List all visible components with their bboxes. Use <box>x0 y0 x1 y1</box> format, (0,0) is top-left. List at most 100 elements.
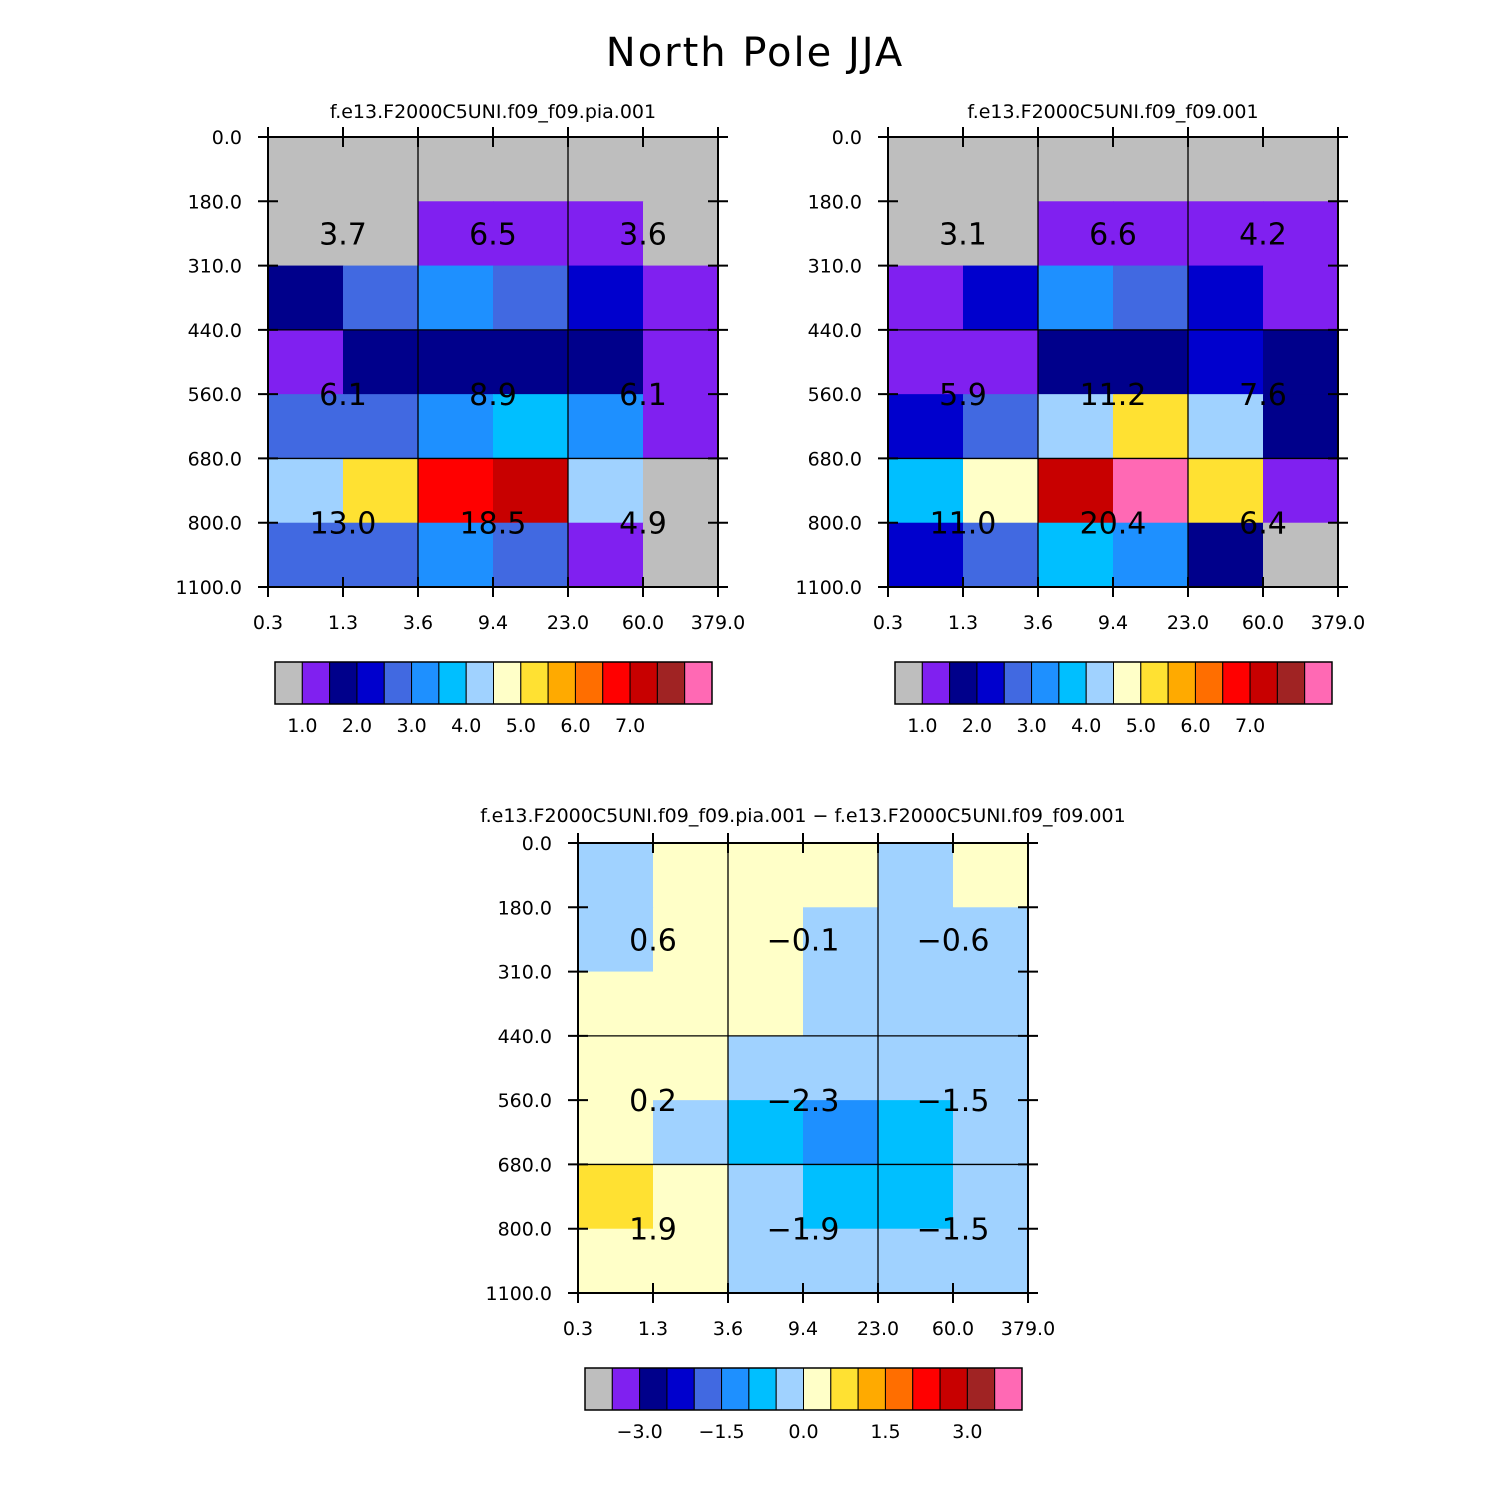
heatmap-cell <box>418 458 494 524</box>
x-tick-label: 0.3 <box>253 612 283 634</box>
box-value-label: 7.6 <box>1239 378 1287 413</box>
heatmap-cell <box>728 843 804 908</box>
colorbar-label: 7.0 <box>615 715 645 737</box>
heatmap-cell <box>493 201 569 267</box>
heatmap-cell <box>1113 394 1189 460</box>
colorbar-swatch <box>857 1367 886 1411</box>
heatmap-cell <box>1113 201 1189 267</box>
heatmap-cell <box>953 1164 1029 1230</box>
x-tick-label: 9.4 <box>478 612 508 634</box>
x-tick-label: 0.3 <box>873 612 903 634</box>
colorbar-swatch <box>894 661 923 705</box>
heatmap-cell <box>1038 265 1114 331</box>
heatmap-cell <box>728 1100 804 1166</box>
heatmap-cell <box>1263 394 1339 460</box>
heatmap-cell <box>878 843 954 908</box>
heatmap-cell <box>953 907 1029 973</box>
heatmap-cell <box>578 1228 654 1294</box>
box-value-label: 3.6 <box>619 217 667 252</box>
colorbar-swatch <box>949 661 978 705</box>
heatmap-cell <box>568 201 644 267</box>
heatmap-cell <box>268 394 344 460</box>
y-tick-label: 440.0 <box>188 320 242 342</box>
heatmap-cell <box>803 1164 879 1230</box>
box-value-label: 8.9 <box>469 378 517 413</box>
heatmap-cell <box>578 1164 654 1230</box>
y-tick-label: 800.0 <box>498 1219 552 1241</box>
heatmap-cell <box>653 1228 729 1294</box>
heatmap-cell <box>268 201 344 267</box>
box-value-label: 11.2 <box>1080 378 1147 413</box>
colorbar-frame <box>894 661 1333 705</box>
y-tick-label: 1100.0 <box>796 577 862 599</box>
heatmap-cell <box>1113 458 1189 524</box>
heatmap-cell <box>268 137 344 202</box>
colorbar-swatch <box>602 661 631 705</box>
heatmap-cell <box>963 458 1039 524</box>
x-tick-label: 60.0 <box>622 612 664 634</box>
heatmap-cell <box>963 522 1039 588</box>
heatmap-cell <box>643 137 719 202</box>
y-tick-label: 440.0 <box>498 1026 552 1048</box>
heatmap-cell <box>578 843 654 908</box>
colorbar-swatch <box>976 661 1005 705</box>
colorbar-label: 5.0 <box>506 715 536 737</box>
heatmap-cell <box>878 1228 954 1294</box>
colorbar-swatch <box>1167 661 1196 705</box>
colorbar-label: 3.0 <box>1016 715 1046 737</box>
x-tick-label: 379.0 <box>1001 1318 1055 1340</box>
heatmap-cell <box>268 329 344 395</box>
box-value-label: −1.5 <box>917 1084 990 1119</box>
heatmap-cell <box>963 137 1039 202</box>
colorbar-swatch <box>1058 661 1087 705</box>
colorbar-swatch <box>639 1367 668 1411</box>
heatmap-cell <box>343 329 419 395</box>
colorbar-swatch <box>1194 661 1224 705</box>
heatmap-cell <box>493 458 569 524</box>
heatmap-cell <box>343 137 419 202</box>
colorbar-swatch <box>547 661 576 705</box>
y-tick-label: 180.0 <box>498 897 552 919</box>
heatmap-cell <box>1113 137 1189 202</box>
box-value-label: −1.9 <box>767 1213 840 1248</box>
box-value-label: −0.6 <box>917 923 990 958</box>
x-tick-label: 3.6 <box>403 612 433 634</box>
heatmap-cell <box>878 1164 954 1230</box>
colorbar-swatch <box>1304 661 1333 705</box>
heatmap-cell <box>643 394 719 460</box>
y-tick-label: 1100.0 <box>176 577 242 599</box>
heatmap-cell <box>343 201 419 267</box>
colorbar-swatch <box>912 1367 941 1411</box>
colorbar-swatch <box>1031 661 1060 705</box>
heatmap-cell <box>418 522 494 588</box>
panel-title: f.e13.F2000C5UNI.f09_f09.001 <box>967 101 1258 123</box>
heatmap-cell <box>1188 522 1264 588</box>
y-tick-label: 680.0 <box>808 448 862 470</box>
box-value-label: 6.5 <box>469 217 517 252</box>
heatmap-cell <box>493 522 569 588</box>
box-value-label: 18.5 <box>460 507 527 542</box>
heatmap-cell <box>728 1035 804 1101</box>
heatmap-cell <box>1263 201 1339 267</box>
heatmap-cell <box>1038 137 1114 202</box>
heatmap-cell <box>878 1100 954 1166</box>
box-value-label: −1.5 <box>917 1213 990 1248</box>
heatmap-cell <box>643 265 719 331</box>
heatmap-cell <box>568 458 644 524</box>
heatmap-cell <box>653 843 729 908</box>
heatmap-cell <box>643 522 719 588</box>
x-tick-label: 1.3 <box>948 612 978 634</box>
colorbar-swatch <box>721 1367 750 1411</box>
heatmap-cell <box>803 907 879 973</box>
heatmap-cell <box>888 137 964 202</box>
x-tick-label: 23.0 <box>857 1318 899 1340</box>
colorbar-swatch <box>1140 661 1169 705</box>
x-tick-label: 1.3 <box>328 612 358 634</box>
colorbar-label: 5.0 <box>1126 715 1156 737</box>
colorbar-swatch <box>1249 661 1278 705</box>
heatmap-cell <box>1113 329 1189 395</box>
colorbar-swatch <box>274 661 303 705</box>
heatmap-cell <box>418 201 494 267</box>
heatmap-cell <box>568 394 644 460</box>
heatmap-cell <box>888 201 964 267</box>
